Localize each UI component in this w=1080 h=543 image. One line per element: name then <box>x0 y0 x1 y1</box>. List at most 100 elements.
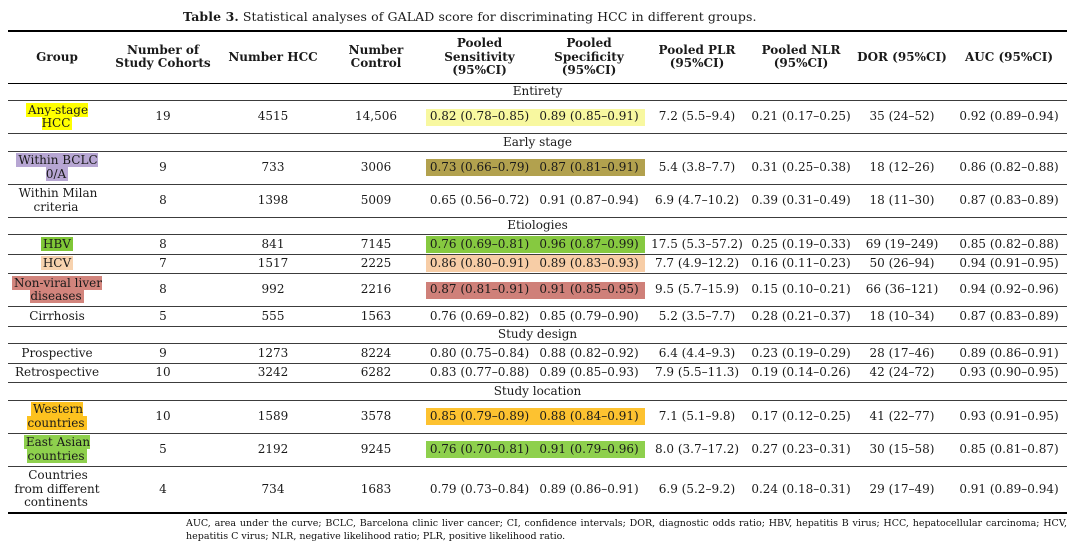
cell-number-hcc: 1589 <box>257 408 289 423</box>
table-row: Within BCLC 0/A 9 733 3006 0.73 (0.66–0.… <box>8 151 1067 184</box>
cell-study-cohorts: 5 <box>159 441 167 456</box>
cell-auc: 0.94 (0.92–0.96) <box>959 282 1059 297</box>
cell-study-cohorts: 4 <box>159 481 167 496</box>
cell-auc: 0.89 (0.86–0.91) <box>959 345 1059 360</box>
table-row: East Asian countries 5 2192 9245 0.76 (0… <box>8 433 1067 466</box>
cell-pooled-plr: 6.4 (4.4–9.3) <box>658 345 736 360</box>
cell-study-cohorts: 10 <box>155 365 171 379</box>
col-number-control: Number Control <box>348 42 404 71</box>
cell-auc: 0.85 (0.82–0.88) <box>959 236 1059 251</box>
cell-pooled-nlr: 0.39 (0.31–0.49) <box>751 192 851 207</box>
table-row: HCV 7 1517 2225 0.86 (0.80–0.91) 0.89 (0… <box>8 254 1067 274</box>
cell-study-cohorts: 8 <box>159 236 167 251</box>
cell-pooled-specificity: 0.85 (0.79–0.90) <box>533 306 645 326</box>
cell-pooled-nlr: 0.24 (0.18–0.31) <box>751 481 851 496</box>
cell-pooled-sensitivity: 0.80 (0.75–0.84) <box>426 343 533 363</box>
col-pooled-nlr: Pooled NLR (95%CI) <box>761 42 841 71</box>
cell-dor: 41 (22–77) <box>869 408 935 423</box>
table-row: Non-viral liver diseases 8 992 2216 0.87… <box>8 273 1067 307</box>
cell-number-hcc: 841 <box>261 236 285 251</box>
cell-pooled-specificity: 0.89 (0.86–0.91) <box>533 466 645 513</box>
cell-number-control: 6282 <box>360 365 392 379</box>
group-label: Non-viral liver diseases <box>12 275 102 303</box>
cell-pooled-sensitivity: 0.83 (0.77–0.88) <box>426 363 533 383</box>
cell-pooled-nlr: 0.27 (0.23–0.31) <box>751 441 851 456</box>
caption-text: Statistical analyses of GALAD score for … <box>242 9 757 24</box>
cell-number-control: 2225 <box>360 256 392 270</box>
cell-study-cohorts: 9 <box>159 345 167 360</box>
cell-pooled-sensitivity: 0.76 (0.69–0.81) <box>426 234 533 254</box>
section-row-entirety: Entirety <box>8 83 1067 101</box>
cell-pooled-nlr: 0.21 (0.17–0.25) <box>751 109 851 124</box>
col-dor: DOR (95%CI) <box>857 49 947 64</box>
cell-number-control: 3578 <box>360 408 392 423</box>
table-row: Western countries 10 1589 3578 0.85 (0.7… <box>8 400 1067 433</box>
table-row: Cirrhosis 5 555 1563 0.76 (0.69–0.82) 0.… <box>8 306 1067 326</box>
group-label: Any-stage HCC <box>25 102 89 130</box>
group-label: Within Milan criteria <box>18 186 98 214</box>
cell-number-control: 5009 <box>360 192 392 207</box>
cell-number-hcc: 3242 <box>257 365 289 379</box>
cell-pooled-sensitivity: 0.82 (0.78–0.85) <box>426 100 533 134</box>
section-row-study-location: Study location <box>8 383 1067 400</box>
cell-pooled-specificity: 0.88 (0.84–0.91) <box>533 400 645 433</box>
group-label: Cirrhosis <box>29 308 85 323</box>
cell-pooled-plr: 9.5 (5.7–15.9) <box>654 282 740 297</box>
cell-dor: 18 (12–26) <box>869 159 935 174</box>
group-label: Countries from different continents <box>14 468 100 509</box>
cell-pooled-specificity: 0.89 (0.85–0.93) <box>533 363 645 383</box>
section-row-etiologies: Etiologies <box>8 217 1067 235</box>
col-group: Group <box>36 49 78 64</box>
cell-study-cohorts: 7 <box>159 256 167 270</box>
cell-dor: 29 (17–49) <box>869 481 935 496</box>
group-label: East Asian countries <box>23 435 91 463</box>
cell-dor: 66 (36–121) <box>865 282 939 297</box>
cell-pooled-sensitivity: 0.87 (0.81–0.91) <box>426 273 533 307</box>
cell-study-cohorts: 9 <box>159 159 167 174</box>
cell-pooled-plr: 5.4 (3.8–7.7) <box>658 159 736 174</box>
cell-pooled-specificity: 0.88 (0.82–0.92) <box>533 343 645 363</box>
cell-pooled-plr: 7.1 (5.1–9.8) <box>658 408 736 423</box>
cell-pooled-nlr: 0.31 (0.25–0.38) <box>751 159 851 174</box>
table-body: Entirety Any-stage HCC 19 4515 14,506 0.… <box>8 83 1067 513</box>
cell-auc: 0.87 (0.83–0.89) <box>959 192 1059 207</box>
cell-auc: 0.94 (0.91–0.95) <box>959 256 1059 270</box>
cell-number-control: 1683 <box>360 481 392 496</box>
cell-pooled-plr: 7.2 (5.5–9.4) <box>658 109 736 124</box>
cell-pooled-sensitivity: 0.65 (0.56–0.72) <box>426 184 533 217</box>
cell-pooled-specificity: 0.89 (0.83–0.93) <box>533 254 645 274</box>
cell-auc: 0.86 (0.82–0.88) <box>959 159 1059 174</box>
cell-study-cohorts: 10 <box>155 408 171 423</box>
cell-pooled-sensitivity: 0.73 (0.66–0.79) <box>426 151 533 184</box>
col-pooled-specificity: Pooled Specificity (95%CI) <box>554 36 624 77</box>
cell-number-control: 14,506 <box>355 109 397 124</box>
cell-dor: 30 (15–58) <box>869 441 935 456</box>
table-caption: Table 3. Statistical analyses of GALAD sc… <box>183 9 1080 24</box>
cell-pooled-specificity: 0.91 (0.87–0.94) <box>533 184 645 217</box>
cell-auc: 0.87 (0.83–0.89) <box>959 308 1059 323</box>
cell-number-hcc: 734 <box>261 481 285 496</box>
section-label: Study location <box>493 383 582 398</box>
table-header: Group Number of Study Cohorts Number HCC… <box>8 31 1067 83</box>
table-row: Within Milan criteria 8 1398 5009 0.65 (… <box>8 184 1067 217</box>
cell-pooled-sensitivity: 0.76 (0.70–0.81) <box>426 433 533 466</box>
col-auc: AUC (95%CI) <box>964 49 1054 64</box>
cell-auc: 0.93 (0.90–0.95) <box>959 365 1059 379</box>
cell-number-hcc: 1273 <box>257 345 289 360</box>
table-footnote: AUC, area under the curve; BCLC, Barcelo… <box>186 518 1067 542</box>
cell-auc: 0.92 (0.89–0.94) <box>959 109 1059 124</box>
cell-pooled-nlr: 0.25 (0.19–0.33) <box>751 236 851 251</box>
col-pooled-sensitivity: Pooled Sensitivity (95%CI) <box>444 36 515 77</box>
cell-number-hcc: 992 <box>261 282 285 297</box>
table-row: HBV 8 841 7145 0.76 (0.69–0.81) 0.96 (0.… <box>8 234 1067 254</box>
cell-dor: 28 (17–46) <box>869 345 935 360</box>
section-row-study-design: Study design <box>8 326 1067 344</box>
cell-pooled-plr: 5.2 (3.5–7.7) <box>658 308 736 323</box>
cell-pooled-nlr: 0.15 (0.10–0.21) <box>751 282 851 297</box>
group-label: Western countries <box>27 402 87 430</box>
cell-dor: 35 (24–52) <box>869 109 935 124</box>
cell-number-hcc: 555 <box>261 308 285 323</box>
cell-study-cohorts: 8 <box>159 192 167 207</box>
cell-pooled-sensitivity: 0.79 (0.73–0.84) <box>426 466 533 513</box>
cell-pooled-plr: 7.9 (5.5–11.3) <box>654 365 740 379</box>
